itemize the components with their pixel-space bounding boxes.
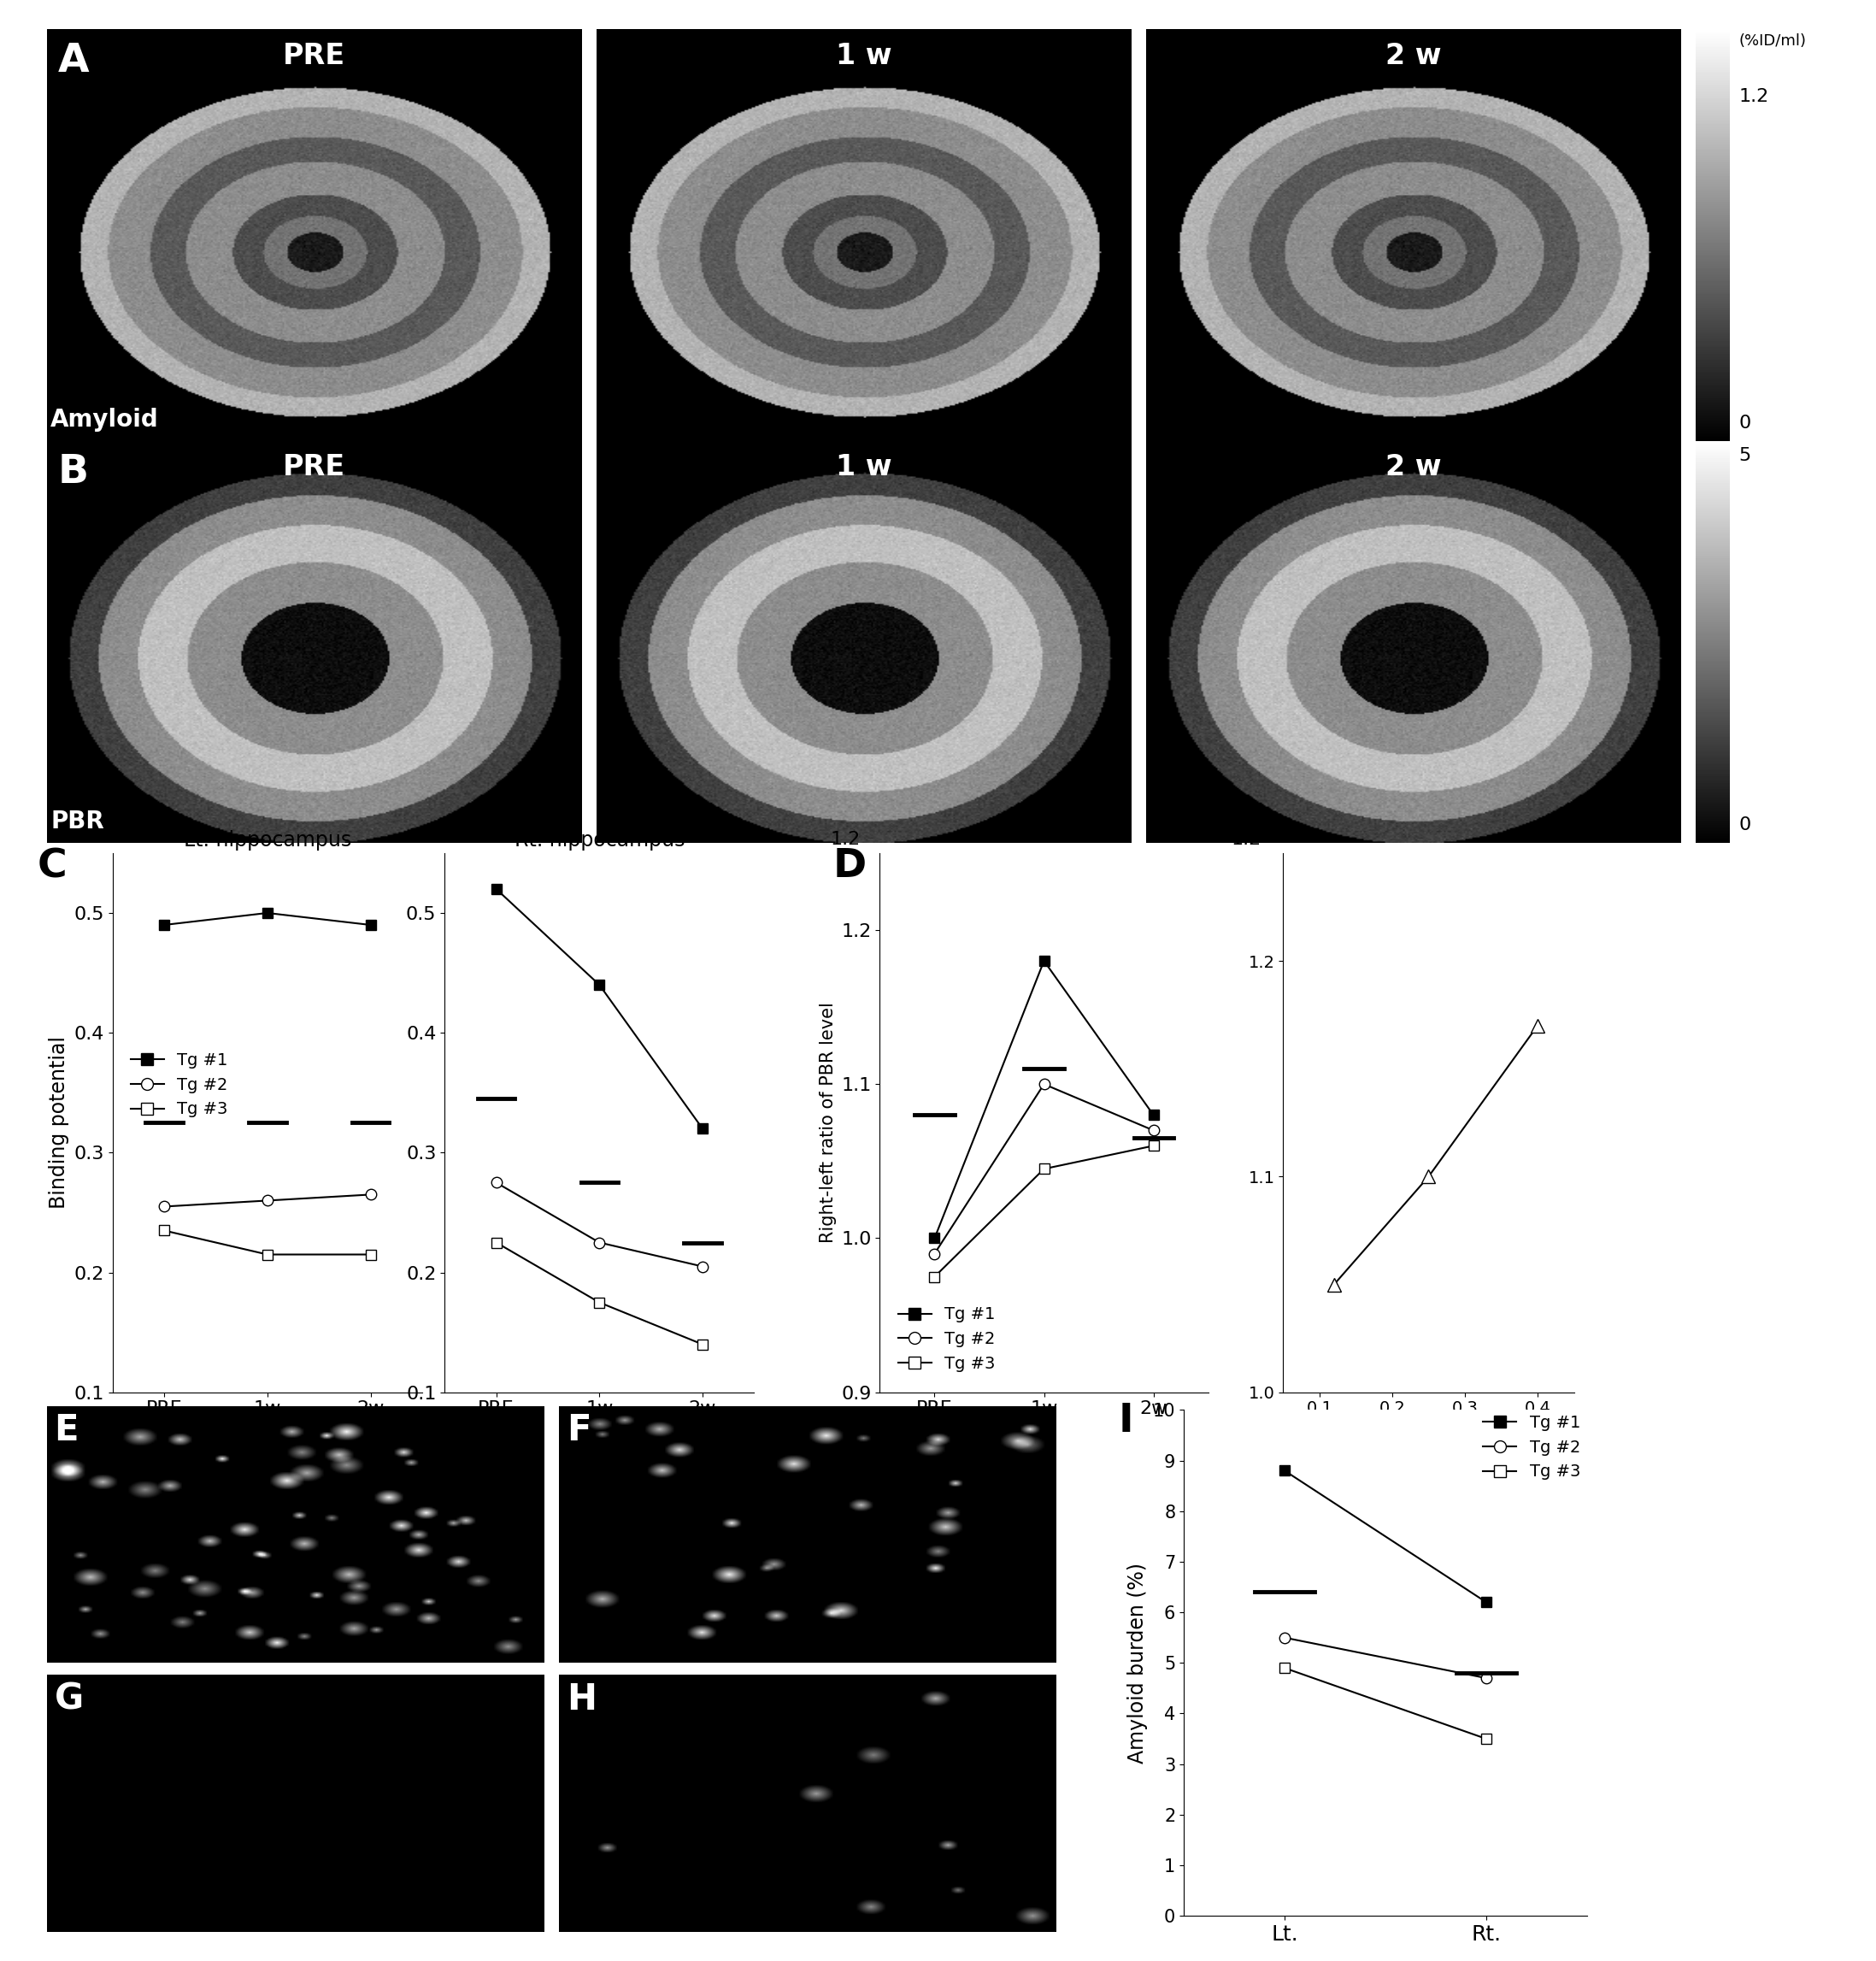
Text: B: B bbox=[58, 453, 88, 492]
Y-axis label: Binding potential: Binding potential bbox=[49, 1035, 69, 1210]
Text: 1.2: 1.2 bbox=[1231, 831, 1261, 847]
Text: 2 w: 2 w bbox=[1386, 453, 1441, 482]
Text: I: I bbox=[1118, 1402, 1133, 1441]
Legend: Tg #1, Tg #2, Tg #3: Tg #1, Tg #2, Tg #3 bbox=[1476, 1408, 1587, 1486]
Text: G: G bbox=[54, 1681, 84, 1718]
Text: (%ID/ml): (%ID/ml) bbox=[1739, 33, 1807, 49]
Text: E: E bbox=[54, 1412, 79, 1449]
Text: C: C bbox=[38, 847, 68, 886]
Text: PBR: PBR bbox=[51, 810, 105, 833]
Text: 2 w: 2 w bbox=[1386, 41, 1441, 71]
Text: PRE: PRE bbox=[283, 453, 345, 482]
Text: 1.2: 1.2 bbox=[1739, 88, 1769, 106]
Text: H: H bbox=[567, 1681, 597, 1718]
Title: Rt. hippocampus: Rt. hippocampus bbox=[514, 830, 685, 851]
Text: 1 w: 1 w bbox=[837, 453, 891, 482]
Text: F: F bbox=[567, 1412, 591, 1449]
Legend: Tg #1, Tg #2, Tg #3: Tg #1, Tg #2, Tg #3 bbox=[124, 1045, 234, 1124]
Legend: Tg #1, Tg #2, Tg #3: Tg #1, Tg #2, Tg #3 bbox=[891, 1300, 1002, 1379]
Text: D: D bbox=[833, 847, 867, 886]
Title: Lt. hippocampus: Lt. hippocampus bbox=[184, 830, 351, 851]
Y-axis label: Right-left ratio of PBR level: Right-left ratio of PBR level bbox=[820, 1002, 837, 1243]
Text: A: A bbox=[58, 41, 88, 80]
Text: 1.2: 1.2 bbox=[831, 831, 861, 847]
X-axis label: Binding potential
in amyloid imaging: Binding potential in amyloid imaging bbox=[1343, 1422, 1514, 1459]
Text: Amyloid: Amyloid bbox=[51, 408, 159, 431]
Y-axis label: Amyloid burden (%): Amyloid burden (%) bbox=[1127, 1563, 1148, 1763]
Text: PRE: PRE bbox=[283, 41, 345, 71]
Text: 1 w: 1 w bbox=[837, 41, 891, 71]
Text: 0: 0 bbox=[1739, 414, 1750, 431]
Text: 0: 0 bbox=[1739, 816, 1750, 833]
Text: 5: 5 bbox=[1739, 447, 1750, 465]
